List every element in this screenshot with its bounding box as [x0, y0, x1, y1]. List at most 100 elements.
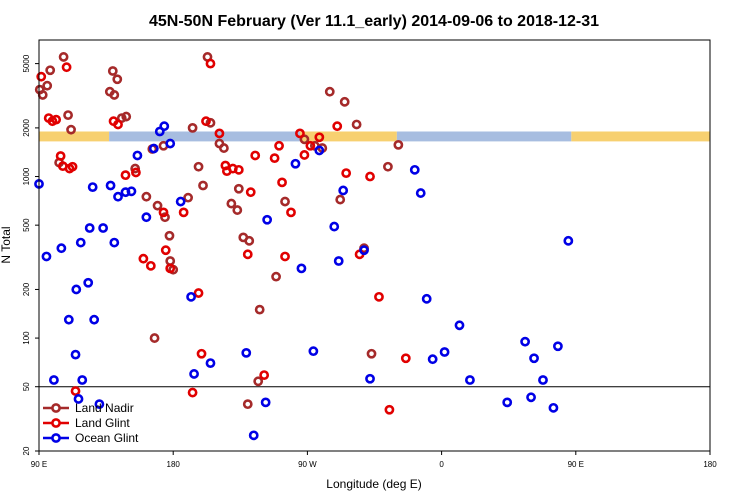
data-point: [393, 139, 404, 150]
data-point: [502, 397, 513, 408]
x-tick-label: 0: [439, 460, 444, 469]
data-point: [226, 198, 237, 209]
data-point: [365, 171, 375, 182]
data-point: [260, 397, 271, 408]
data-point: [248, 430, 259, 441]
x-tick-label: 180: [167, 460, 181, 469]
legend-marker: [51, 403, 61, 413]
data-point: [262, 214, 273, 225]
legend-label: Land Nadir: [75, 401, 134, 415]
data-point: [131, 167, 141, 178]
data-point: [383, 161, 393, 172]
data-point: [189, 369, 199, 379]
data-point: [107, 66, 118, 76]
data-point: [196, 348, 207, 359]
y-tick-label: 200: [22, 282, 31, 296]
data-point: [324, 86, 335, 97]
data-point: [245, 187, 256, 198]
x-tick-label: 90 E: [31, 460, 47, 469]
data-point: [87, 182, 98, 193]
data-point: [55, 151, 66, 161]
data-point: [51, 114, 62, 125]
data-point: [160, 212, 170, 223]
data-point: [45, 65, 56, 76]
data-point: [538, 375, 548, 385]
data-point: [400, 353, 411, 364]
data-point: [409, 164, 420, 175]
band-segment: [299, 131, 397, 142]
legend-marker: [51, 433, 61, 443]
data-band: [39, 131, 710, 142]
data-point: [77, 375, 88, 385]
band-segment: [39, 131, 110, 142]
legend-entry-ocean-glint: Ocean Glint: [43, 431, 139, 445]
data-point: [253, 376, 264, 387]
data-point: [520, 336, 531, 347]
data-point: [351, 119, 362, 130]
data-point: [160, 245, 171, 256]
y-tick-label: 500: [22, 218, 31, 232]
data-point: [314, 145, 325, 156]
legend-label: Land Glint: [75, 416, 130, 430]
data-point: [105, 180, 116, 191]
legend-marker: [51, 418, 61, 428]
legend-entry-land-nadir: Land Nadir: [43, 401, 134, 415]
data-point: [36, 71, 47, 82]
data-point: [254, 304, 265, 315]
data-point: [374, 291, 384, 302]
data-point: [132, 150, 143, 161]
band-segment: [396, 131, 572, 142]
data-point: [198, 180, 208, 191]
series-ocean-glint: [34, 121, 574, 441]
data-point: [66, 124, 76, 135]
data-point: [338, 185, 349, 196]
data-point: [242, 249, 253, 260]
y-tick-label: 1000: [22, 167, 31, 185]
data-point: [242, 399, 253, 410]
data-point: [305, 140, 316, 151]
data-point: [280, 251, 290, 262]
data-point: [109, 90, 120, 100]
data-point: [271, 271, 281, 282]
band-segment: [109, 131, 300, 142]
data-point: [241, 347, 252, 358]
data-point: [415, 188, 426, 198]
data-point: [232, 205, 243, 215]
data-point: [63, 314, 74, 325]
data-point: [205, 358, 216, 369]
y-tick-label: 2000: [22, 118, 31, 136]
data-point: [250, 150, 261, 161]
data-point: [295, 128, 305, 139]
data-point: [58, 52, 69, 62]
data-point: [308, 346, 319, 357]
data-point: [439, 347, 450, 357]
data-point: [83, 277, 94, 288]
data-point: [333, 256, 344, 266]
data-point: [141, 191, 152, 202]
data-point: [112, 74, 123, 85]
y-tick-label: 100: [22, 331, 31, 345]
data-point: [269, 153, 280, 164]
data-point: [384, 404, 395, 415]
data-point: [187, 387, 198, 398]
data-point: [529, 353, 539, 364]
data-point: [49, 375, 59, 385]
data-point: [175, 196, 186, 207]
data-point: [121, 111, 132, 122]
data-point: [186, 291, 196, 302]
data-point: [120, 170, 131, 181]
data-point: [70, 386, 81, 396]
band-segment: [571, 131, 710, 142]
data-point: [178, 207, 189, 218]
data-point: [218, 143, 229, 153]
data-point: [149, 333, 160, 343]
data-points: [34, 52, 574, 441]
data-point: [427, 354, 438, 365]
data-point: [89, 314, 100, 325]
data-point: [286, 207, 296, 218]
data-point: [71, 284, 82, 295]
data-point: [164, 230, 175, 241]
data-point: [113, 119, 123, 130]
